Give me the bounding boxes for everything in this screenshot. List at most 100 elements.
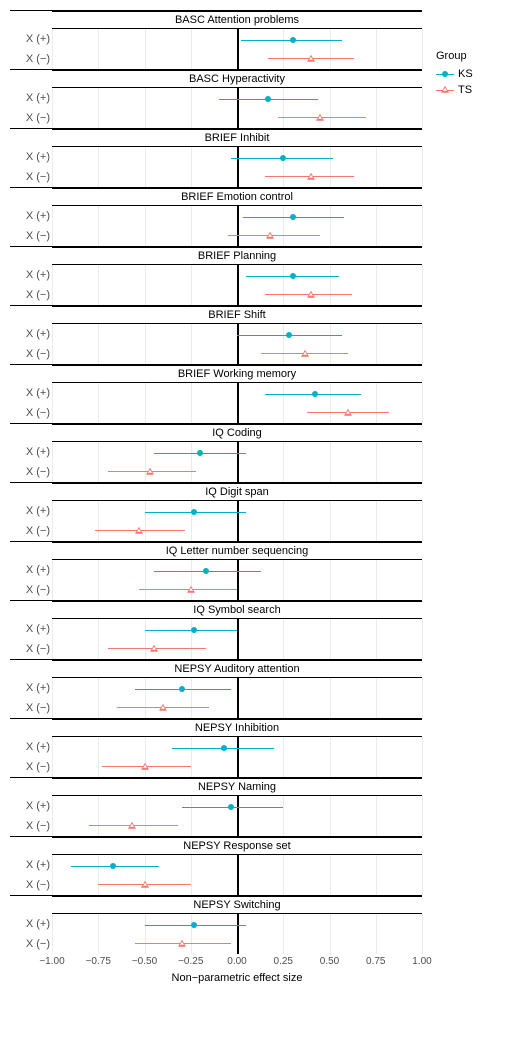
ks-point-marker <box>290 273 296 279</box>
grid-line <box>98 796 99 836</box>
ks-series <box>52 571 422 572</box>
grid-line <box>422 855 423 895</box>
zero-line <box>237 324 239 364</box>
panel-title: BRIEF Shift <box>52 306 422 324</box>
chart-area: Sex chromosome effect BASC Attention pro… <box>10 10 422 984</box>
grid-line <box>376 206 377 246</box>
ks-series <box>52 217 422 218</box>
zero-line <box>237 29 239 69</box>
grid-line <box>145 29 146 69</box>
grid-line <box>422 383 423 423</box>
ks-series <box>52 807 422 808</box>
grid-line <box>191 678 192 718</box>
panel-body: X (+)X (−) <box>10 855 422 895</box>
grid-line <box>145 737 146 777</box>
grid-line <box>376 383 377 423</box>
panel: IQ CodingX (+)X (−) <box>10 423 422 482</box>
grid-line <box>191 737 192 777</box>
grid-line <box>376 442 377 482</box>
zero-line <box>237 796 239 836</box>
ks-series <box>52 748 422 749</box>
ts-series <box>52 176 422 177</box>
ts-series <box>52 825 422 826</box>
panel-title: BRIEF Inhibit <box>52 129 422 147</box>
grid-line <box>330 442 331 482</box>
plot-area <box>52 855 422 895</box>
ts-series <box>52 530 422 531</box>
ks-series <box>52 630 422 631</box>
grid-line <box>191 501 192 541</box>
grid-line <box>52 265 53 305</box>
plot-area <box>52 442 422 482</box>
y-label-pos: X (+) <box>10 210 50 222</box>
y-category-labels: X (+)X (−) <box>10 29 52 69</box>
y-label-neg: X (−) <box>10 171 50 183</box>
grid-line <box>376 265 377 305</box>
grid-line <box>422 501 423 541</box>
y-label-pos: X (+) <box>10 623 50 635</box>
zero-line <box>237 914 239 954</box>
plot-area <box>52 265 422 305</box>
y-category-labels: X (+)X (−) <box>10 855 52 895</box>
panel-body: X (+)X (−) <box>10 88 422 128</box>
ks-point-marker <box>203 568 209 574</box>
ts-series <box>52 943 422 944</box>
y-category-labels: X (+)X (−) <box>10 383 52 423</box>
ts-point-marker <box>128 821 136 828</box>
grid-line <box>330 796 331 836</box>
ks-point-marker <box>265 96 271 102</box>
y-label-pos: X (+) <box>10 564 50 576</box>
panel: BRIEF InhibitX (+)X (−) <box>10 128 422 187</box>
panel-title: BASC Hyperactivity <box>52 70 422 88</box>
y-label-pos: X (+) <box>10 741 50 753</box>
plot-area <box>52 560 422 600</box>
ts-series <box>52 884 422 885</box>
grid-line <box>145 324 146 364</box>
panels-container: BASC Attention problemsX (+)X (−)BASC Hy… <box>10 10 422 954</box>
grid-line <box>98 501 99 541</box>
grid-line <box>422 206 423 246</box>
panel-body: X (+)X (−) <box>10 619 422 659</box>
grid-line <box>422 88 423 128</box>
grid-line <box>191 29 192 69</box>
ks-series <box>52 335 422 336</box>
y-category-labels: X (+)X (−) <box>10 678 52 718</box>
y-category-labels: X (+)X (−) <box>10 737 52 777</box>
panel: BRIEF Emotion controlX (+)X (−) <box>10 187 422 246</box>
grid-line <box>330 619 331 659</box>
grid-line <box>376 147 377 187</box>
ks-point-marker <box>228 804 234 810</box>
y-category-labels: X (+)X (−) <box>10 206 52 246</box>
grid-line <box>52 29 53 69</box>
panel-title: NEPSY Naming <box>52 778 422 796</box>
grid-line <box>283 501 284 541</box>
plot-area <box>52 619 422 659</box>
panel: NEPSY Auditory attentionX (+)X (−) <box>10 659 422 718</box>
panel-body: X (+)X (−) <box>10 560 422 600</box>
y-label-pos: X (+) <box>10 918 50 930</box>
grid-line <box>376 29 377 69</box>
ts-point-marker <box>316 113 324 120</box>
ks-point-marker <box>312 391 318 397</box>
y-category-labels: X (+)X (−) <box>10 442 52 482</box>
grid-line <box>376 619 377 659</box>
grid-line <box>191 914 192 954</box>
y-category-labels: X (+)X (−) <box>10 501 52 541</box>
panel: BASC Attention problemsX (+)X (−) <box>10 10 422 69</box>
grid-line <box>52 147 53 187</box>
grid-line <box>330 324 331 364</box>
grid-line <box>283 855 284 895</box>
grid-line <box>52 560 53 600</box>
grid-line <box>52 442 53 482</box>
ts-point-marker <box>307 172 315 179</box>
y-category-labels: X (+)X (−) <box>10 265 52 305</box>
y-label-neg: X (−) <box>10 702 50 714</box>
ks-point-marker <box>191 627 197 633</box>
zero-line <box>237 442 239 482</box>
panel-title: NEPSY Response set <box>52 837 422 855</box>
panel: IQ Letter number sequencingX (+)X (−) <box>10 541 422 600</box>
panel-body: X (+)X (−) <box>10 147 422 187</box>
legend-item: TS <box>436 84 473 96</box>
panel-title: IQ Digit span <box>52 483 422 501</box>
grid-line <box>145 855 146 895</box>
